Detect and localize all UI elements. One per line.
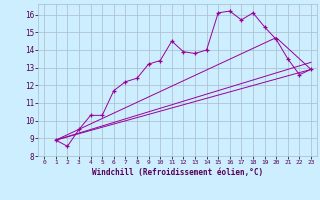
X-axis label: Windchill (Refroidissement éolien,°C): Windchill (Refroidissement éolien,°C) bbox=[92, 168, 263, 177]
